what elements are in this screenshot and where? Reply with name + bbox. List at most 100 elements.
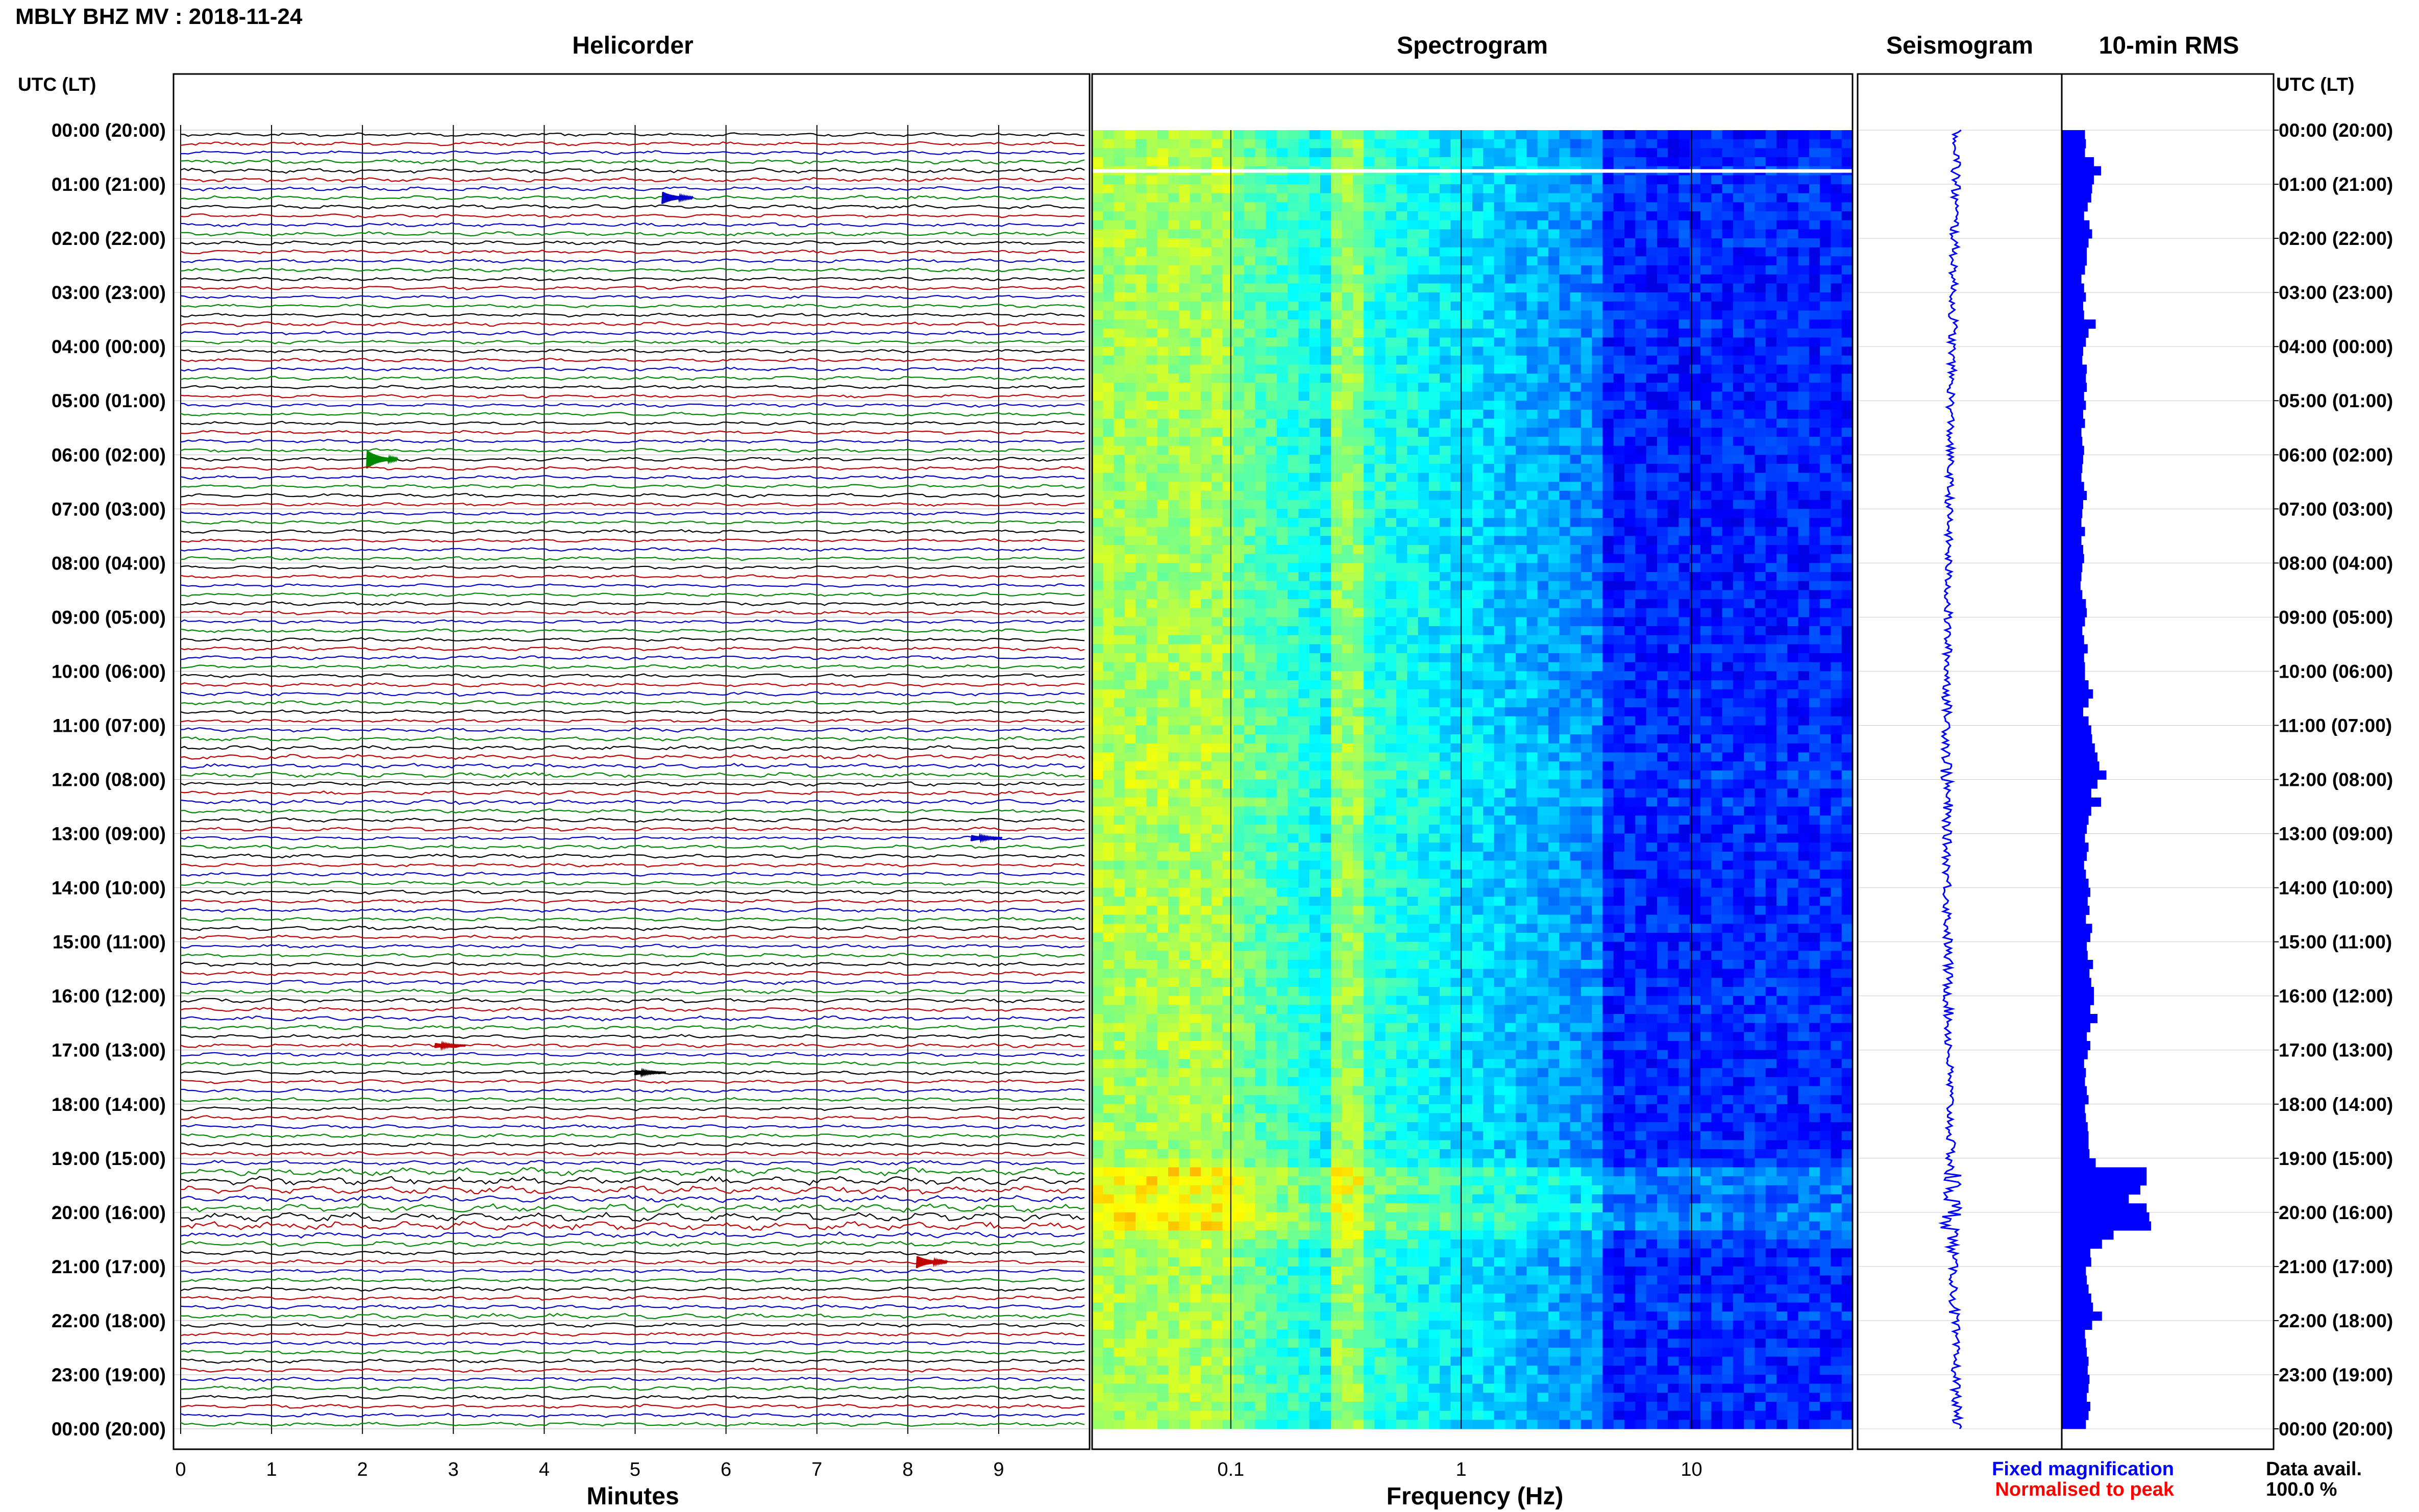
spectrogram-cell xyxy=(1592,418,1603,428)
spectrogram-cell xyxy=(1298,455,1310,464)
spectrogram-cell xyxy=(1255,445,1267,455)
spectrogram-cell xyxy=(1407,409,1419,419)
spectrogram-cell xyxy=(1428,292,1440,302)
spectrogram-cell xyxy=(1136,500,1147,509)
spectrogram-cell xyxy=(1635,247,1647,257)
spectrogram-cell xyxy=(1755,175,1766,185)
spectrogram-cell xyxy=(1581,743,1592,753)
spectrogram-cell xyxy=(1352,644,1364,654)
spectrogram-cell xyxy=(1266,509,1277,518)
spectrogram-cell xyxy=(1755,662,1766,672)
spectrogram-cell xyxy=(1516,148,1527,158)
spectrogram-cell xyxy=(1309,734,1321,744)
spectrogram-cell xyxy=(1114,527,1125,536)
spectrogram-cell xyxy=(1559,743,1571,753)
spectrogram-cell xyxy=(1450,175,1462,185)
spectrogram-cell xyxy=(1504,509,1516,518)
spectrogram-cell xyxy=(1602,482,1614,491)
spectrogram-cell xyxy=(1787,337,1799,347)
spectrogram-cell xyxy=(1298,716,1310,726)
spectrogram-cell xyxy=(1570,545,1582,555)
spectrogram-cell xyxy=(1548,364,1560,374)
spectrogram-cell xyxy=(1570,482,1582,491)
spectrogram-cell xyxy=(1320,599,1331,609)
spectrogram-cell xyxy=(1136,590,1147,600)
spectrogram-cell xyxy=(1646,761,1658,771)
spectrogram-cell xyxy=(1255,490,1267,501)
spectrogram-cell xyxy=(1190,698,1201,708)
spectrogram-cell xyxy=(1244,148,1255,158)
spectrogram-cell xyxy=(1255,401,1267,410)
spectrogram-cell xyxy=(1765,401,1777,410)
spectrogram-cell xyxy=(1722,175,1734,185)
spectrogram-cell xyxy=(1537,184,1549,194)
spectrogram-cell xyxy=(1331,617,1343,627)
spectrogram-cell xyxy=(1266,211,1277,221)
spectrogram-cell xyxy=(1320,184,1331,194)
spectrogram-cell xyxy=(1787,509,1799,518)
spectrogram-cell xyxy=(1418,545,1429,555)
spectrogram-cell xyxy=(1537,527,1549,536)
spectrogram-cell xyxy=(1320,391,1331,401)
spectrogram-cell xyxy=(1581,490,1592,501)
spectrogram-cell xyxy=(1440,418,1451,428)
spectrogram-cell xyxy=(1516,337,1527,347)
spectrogram-cell xyxy=(1700,698,1712,708)
spectrogram-cell xyxy=(1179,635,1191,645)
spectrogram-cell xyxy=(1635,157,1647,167)
spectrogram-cell xyxy=(1124,572,1136,582)
spectrogram-cell xyxy=(1831,193,1842,203)
spectrogram-cell xyxy=(1602,382,1614,392)
spectrogram-cell xyxy=(1461,238,1473,248)
spectrogram-cell xyxy=(1276,265,1288,275)
spectrogram-cell xyxy=(1679,418,1690,428)
spectrogram-cell xyxy=(1668,139,1679,148)
spectrogram-cell xyxy=(1679,500,1690,509)
spectrogram-cell xyxy=(1298,743,1310,753)
spectrogram-cell xyxy=(1114,409,1125,419)
spectrogram-cell xyxy=(1331,698,1343,708)
spectrogram-cell xyxy=(1298,256,1310,266)
spectrogram-cell xyxy=(1657,355,1668,365)
spectrogram-cell xyxy=(1689,536,1701,546)
spectrogram-cell xyxy=(1450,707,1462,717)
spectrogram-cell xyxy=(1168,355,1179,365)
spectrogram-cell xyxy=(1233,148,1245,158)
spectrogram-cell xyxy=(1222,509,1234,518)
spectrogram-cell xyxy=(1798,680,1810,690)
spectrogram-cell xyxy=(1831,581,1842,590)
spectrogram-cell xyxy=(1679,211,1690,221)
spectrogram-cell xyxy=(1581,527,1592,536)
spectrogram-cell xyxy=(1212,337,1223,347)
spectrogram-cell xyxy=(1342,752,1353,762)
spectrogram-cell xyxy=(1124,509,1136,518)
spectrogram-cell xyxy=(1809,382,1820,392)
spectrogram-cell xyxy=(1711,490,1723,501)
spectrogram-cell xyxy=(1646,572,1658,582)
spectrogram-cell xyxy=(1179,355,1191,365)
spectrogram-cell xyxy=(1592,148,1603,158)
spectrogram-cell xyxy=(1526,689,1538,699)
spectrogram-cell xyxy=(1722,554,1734,563)
spectrogram-cell xyxy=(1689,436,1701,447)
spectrogram-cell xyxy=(1613,463,1625,474)
spectrogram-cell xyxy=(1114,536,1125,546)
spectrogram-cell xyxy=(1494,734,1505,744)
spectrogram-title: Spectrogram xyxy=(1396,32,1548,59)
spectrogram-cell xyxy=(1364,445,1375,455)
spectrogram-cell xyxy=(1200,256,1212,266)
spectrogram-cell xyxy=(1787,229,1799,239)
spectrogram-cell xyxy=(1288,175,1299,185)
spectrogram-cell xyxy=(1124,626,1136,636)
spectrogram-cell xyxy=(1342,238,1353,248)
spectrogram-cell xyxy=(1548,409,1560,419)
spectrogram-cell xyxy=(1559,563,1571,573)
spectrogram-cell xyxy=(1374,680,1386,690)
spectrogram-cell xyxy=(1309,283,1321,293)
spectrogram-cell xyxy=(1831,391,1842,401)
spectrogram-cell xyxy=(1396,202,1408,212)
spectrogram-cell xyxy=(1255,409,1267,419)
spectrogram-cell xyxy=(1114,743,1125,753)
spectrogram-cell xyxy=(1755,382,1766,392)
spectrogram-cell xyxy=(1831,202,1842,212)
